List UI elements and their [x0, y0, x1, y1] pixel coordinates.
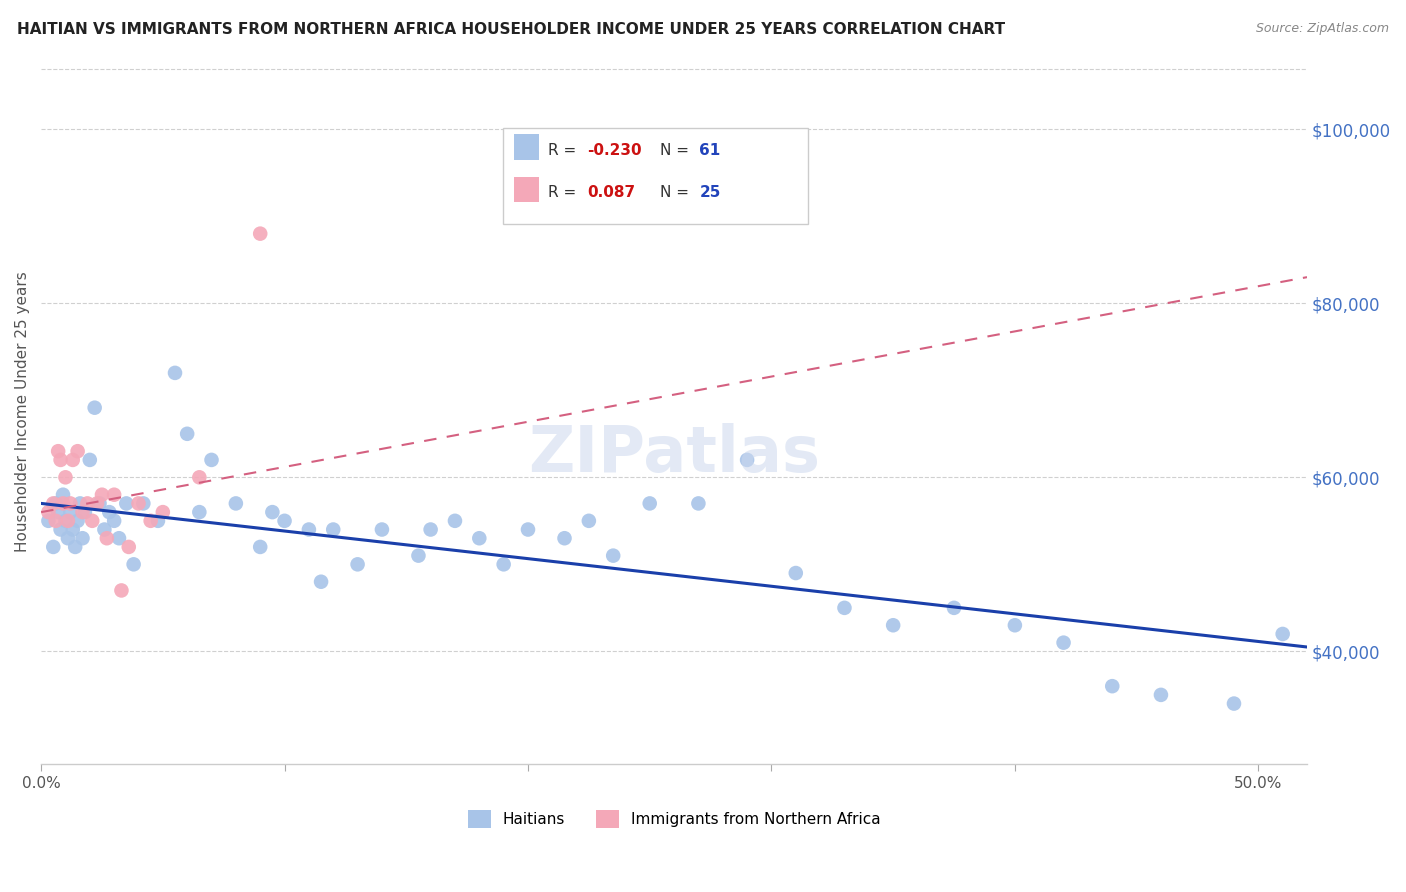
Point	[1150, 688, 1173, 702]
Point	[115, 496, 138, 510]
Text: Source: ZipAtlas.com: Source: ZipAtlas.com	[1256, 22, 1389, 36]
Point	[73, 505, 96, 519]
Point	[69, 496, 91, 510]
Point	[602, 549, 624, 563]
Point	[517, 523, 540, 537]
Point	[56, 531, 79, 545]
Point	[371, 523, 394, 537]
Point	[72, 505, 94, 519]
Point	[554, 531, 576, 545]
Point	[46, 444, 69, 458]
Point	[882, 618, 904, 632]
Text: R =: R =	[547, 185, 581, 200]
Point	[735, 453, 758, 467]
Point	[56, 514, 79, 528]
Text: 0.087: 0.087	[588, 185, 636, 200]
Point	[225, 496, 247, 510]
Point	[1271, 627, 1294, 641]
Point	[37, 505, 59, 519]
Point	[578, 514, 600, 528]
Point	[42, 540, 65, 554]
Point	[110, 583, 132, 598]
Point	[139, 514, 162, 528]
Point	[1004, 618, 1026, 632]
Point	[132, 496, 155, 510]
Point	[76, 496, 98, 510]
Point	[249, 227, 271, 241]
Point	[122, 558, 145, 572]
Point	[127, 496, 149, 510]
Point	[62, 523, 84, 537]
Point	[188, 470, 211, 484]
Text: 25: 25	[700, 185, 721, 200]
Point	[163, 366, 186, 380]
Point	[49, 523, 72, 537]
Point	[93, 523, 115, 537]
Point	[91, 488, 114, 502]
Point	[492, 558, 515, 572]
Y-axis label: Householder Income Under 25 years: Householder Income Under 25 years	[15, 272, 30, 552]
Point	[322, 523, 344, 537]
Point	[89, 496, 111, 510]
Point	[55, 470, 77, 484]
Point	[249, 540, 271, 554]
Point	[59, 505, 82, 519]
Point	[309, 574, 332, 589]
Point	[200, 453, 222, 467]
Point	[152, 505, 174, 519]
Point	[468, 531, 491, 545]
Point	[146, 514, 169, 528]
Point	[66, 514, 89, 528]
Point	[1101, 679, 1123, 693]
Point	[37, 514, 59, 528]
Point	[1052, 635, 1074, 649]
Point	[943, 600, 966, 615]
Point	[62, 453, 84, 467]
Text: HAITIAN VS IMMIGRANTS FROM NORTHERN AFRICA HOUSEHOLDER INCOME UNDER 25 YEARS COR: HAITIAN VS IMMIGRANTS FROM NORTHERN AFRI…	[17, 22, 1005, 37]
Point	[103, 488, 125, 502]
Point	[688, 496, 710, 510]
Point	[176, 426, 198, 441]
Point	[52, 488, 75, 502]
Point	[98, 505, 121, 519]
Point	[419, 523, 441, 537]
Point	[86, 496, 108, 510]
Point	[108, 531, 131, 545]
Point	[63, 540, 86, 554]
Point	[66, 444, 89, 458]
Point	[55, 514, 77, 528]
Legend: Haitians, Immigrants from Northern Africa: Haitians, Immigrants from Northern Afric…	[461, 804, 887, 834]
Text: N =: N =	[661, 185, 695, 200]
Text: N =: N =	[661, 143, 695, 158]
Point	[82, 514, 104, 528]
Text: ZIPatlas: ZIPatlas	[529, 424, 820, 485]
Point	[1223, 697, 1246, 711]
Point	[262, 505, 284, 519]
Point	[638, 496, 661, 510]
Point	[188, 505, 211, 519]
Point	[298, 523, 321, 537]
Point	[103, 514, 125, 528]
Point	[45, 496, 67, 510]
Text: 61: 61	[700, 143, 721, 158]
Point	[273, 514, 295, 528]
Text: R =: R =	[547, 143, 581, 158]
Point	[444, 514, 467, 528]
Text: -0.230: -0.230	[588, 143, 641, 158]
Point	[45, 514, 67, 528]
Point	[118, 540, 141, 554]
Point	[72, 531, 94, 545]
Point	[46, 505, 69, 519]
Point	[79, 453, 101, 467]
Point	[42, 496, 65, 510]
Point	[408, 549, 430, 563]
Point	[834, 600, 856, 615]
Point	[785, 566, 807, 580]
Point	[83, 401, 105, 415]
Point	[96, 531, 118, 545]
Point	[346, 558, 368, 572]
Point	[59, 496, 82, 510]
Point	[52, 496, 75, 510]
Point	[49, 453, 72, 467]
